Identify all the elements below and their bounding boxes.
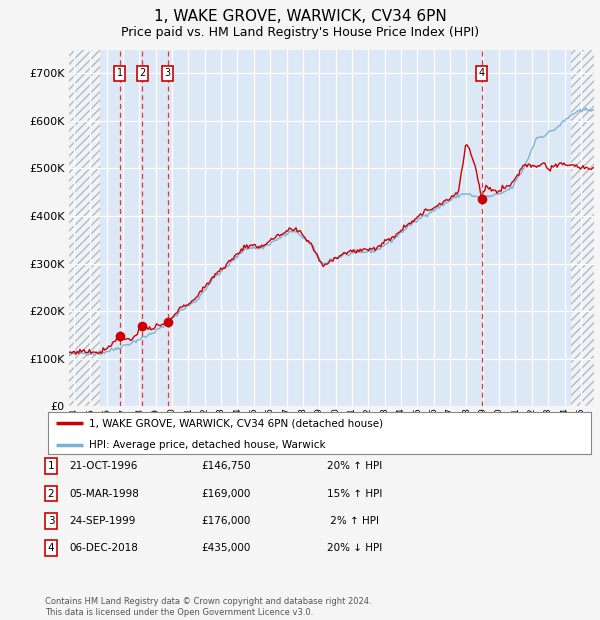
Text: 4: 4 <box>479 68 485 78</box>
Text: 05-MAR-1998: 05-MAR-1998 <box>69 489 139 498</box>
Text: 4: 4 <box>47 543 55 553</box>
Text: 20% ↑ HPI: 20% ↑ HPI <box>327 461 382 471</box>
Text: £176,000: £176,000 <box>201 516 250 526</box>
Text: HPI: Average price, detached house, Warwick: HPI: Average price, detached house, Warw… <box>89 440 325 450</box>
Text: 1, WAKE GROVE, WARWICK, CV34 6PN (detached house): 1, WAKE GROVE, WARWICK, CV34 6PN (detach… <box>89 418 383 428</box>
Text: Contains HM Land Registry data © Crown copyright and database right 2024.
This d: Contains HM Land Registry data © Crown c… <box>45 598 371 617</box>
Text: 1: 1 <box>117 68 123 78</box>
Text: 3: 3 <box>164 68 170 78</box>
Text: 15% ↑ HPI: 15% ↑ HPI <box>327 489 382 498</box>
Text: 2: 2 <box>47 489 55 498</box>
Text: 20% ↓ HPI: 20% ↓ HPI <box>327 543 382 553</box>
Bar <box>571 50 594 406</box>
Text: 06-DEC-2018: 06-DEC-2018 <box>69 543 138 553</box>
Text: 21-OCT-1996: 21-OCT-1996 <box>69 461 137 471</box>
Text: 24-SEP-1999: 24-SEP-1999 <box>69 516 136 526</box>
Text: £435,000: £435,000 <box>201 543 250 553</box>
Text: £169,000: £169,000 <box>201 489 250 498</box>
Text: 3: 3 <box>47 516 55 526</box>
Text: Price paid vs. HM Land Registry's House Price Index (HPI): Price paid vs. HM Land Registry's House … <box>121 26 479 39</box>
Bar <box>571 50 594 406</box>
Text: 2% ↑ HPI: 2% ↑ HPI <box>327 516 379 526</box>
Text: 2: 2 <box>139 68 145 78</box>
Text: 1, WAKE GROVE, WARWICK, CV34 6PN: 1, WAKE GROVE, WARWICK, CV34 6PN <box>154 9 446 24</box>
Bar <box>69 50 100 406</box>
Text: £146,750: £146,750 <box>201 461 251 471</box>
Bar <box>69 50 100 406</box>
Text: 1: 1 <box>47 461 55 471</box>
